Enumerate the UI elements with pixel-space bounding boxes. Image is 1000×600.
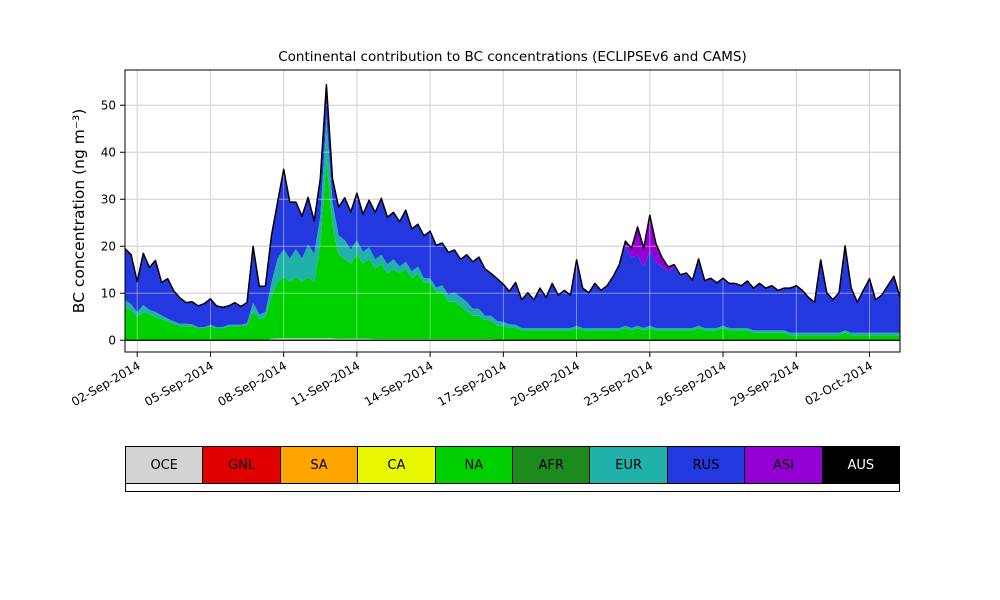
area-series-asi (125, 84, 900, 308)
legend-item-eur: EUR (590, 447, 668, 483)
x-tick-label: 23-Sep-2014 (582, 358, 656, 409)
x-tick-label: 02-Sep-2014 (69, 358, 143, 409)
legend-row: OCE GNL SA CA NA AFR EUR RUS ASI AUS (126, 447, 900, 483)
grid-over (125, 70, 900, 352)
total-outline-group (124, 83, 901, 341)
y-tick-label: 50 (101, 98, 116, 112)
legend: OCE GNL SA CA NA AFR EUR RUS ASI AUS (125, 446, 900, 492)
legend-item-sa: SA (280, 447, 359, 483)
legend-item-rus: RUS (667, 447, 746, 483)
legend-item-aus: AUS (822, 447, 900, 483)
x-tick-label: 26-Sep-2014 (655, 358, 729, 409)
x-tick-label: 11-Sep-2014 (289, 358, 363, 409)
legend-item-gnl: GNL (203, 447, 281, 483)
y-tick-label: 20 (101, 239, 116, 253)
area-series-na (125, 159, 900, 341)
legend-item-oce: OCE (126, 447, 204, 483)
x-tick-label: 29-Sep-2014 (728, 358, 802, 409)
y-tick-label: 10 (101, 286, 116, 300)
stacked-areas (125, 84, 900, 341)
axes: 02-Sep-2014 05-Sep-2014 08-Sep-2014 11-Sep-… (69, 69, 901, 409)
y-tick-label: 0 (108, 333, 116, 347)
legend-item-ca: CA (358, 447, 436, 483)
x-tick-label: 14-Sep-2014 (362, 358, 436, 409)
legend-item-afr: AFR (513, 447, 591, 483)
total-line (124, 83, 901, 309)
legend-item-asi: ASI (745, 447, 823, 483)
chart-title: Continental contribution to BC concentra… (278, 49, 747, 65)
y-tick-label: 40 (101, 145, 116, 159)
x-tick-label: 20-Sep-2014 (508, 358, 582, 409)
x-tick-label: 05-Sep-2014 (142, 358, 216, 409)
chart-canvas: 02-Sep-2014 05-Sep-2014 08-Sep-2014 11-Sep-… (69, 69, 901, 409)
plot-frame (124, 69, 901, 353)
legend-footer (126, 483, 899, 491)
x-tick-label: 17-Sep-2014 (435, 358, 509, 409)
y-tick-label: 30 (101, 192, 116, 206)
x-tick-label: 02-Oct-2014 (803, 358, 875, 408)
x-tick-label: 08-Sep-2014 (215, 358, 289, 409)
area-series-rus (125, 84, 900, 333)
legend-item-na: NA (435, 447, 514, 483)
